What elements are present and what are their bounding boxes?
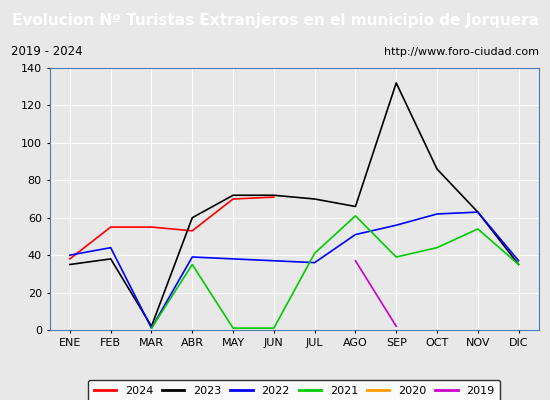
Text: http://www.foro-ciudad.com: http://www.foro-ciudad.com (384, 47, 539, 57)
Legend: 2024, 2023, 2022, 2021, 2020, 2019: 2024, 2023, 2022, 2021, 2020, 2019 (88, 380, 500, 400)
Text: Evolucion Nº Turistas Extranjeros en el municipio de Jorquera: Evolucion Nº Turistas Extranjeros en el … (12, 14, 538, 28)
Text: 2019 - 2024: 2019 - 2024 (11, 45, 82, 58)
